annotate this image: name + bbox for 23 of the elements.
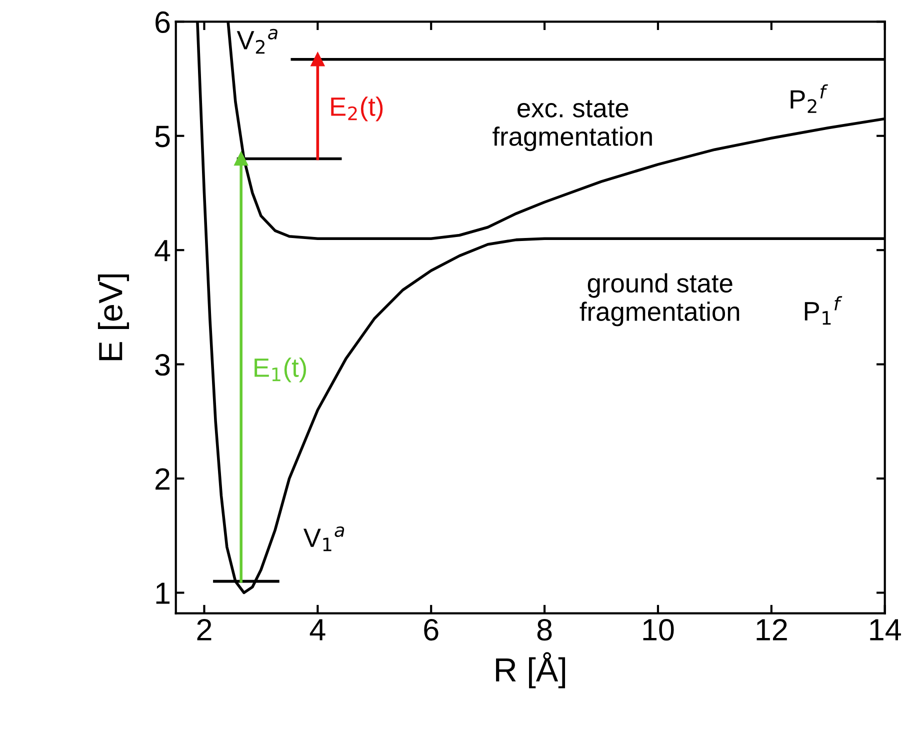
- series-label: E$_{2}$(t): [331, 96, 383, 122]
- annotation: V$_{1}$$^{a}$: [304, 526, 344, 552]
- y-tick-label: 4: [154, 240, 170, 262]
- y-tick-label: 2: [156, 468, 170, 490]
- x-tick-label: 10: [643, 618, 674, 641]
- y-tick-label: 3: [155, 354, 170, 376]
- x-tick-label: 6: [424, 618, 438, 641]
- series-label: E$_{1}$(t): [254, 358, 306, 382]
- y-tick-label: 1: [156, 582, 170, 604]
- y-tick-label: 6: [156, 11, 170, 34]
- annotation: P$_{2}$$^{f}$: [790, 84, 828, 113]
- y-axis-title: E [eV]: [98, 274, 130, 360]
- x-tick-label: 2: [197, 618, 212, 640]
- y-tick-label: 5: [155, 126, 170, 148]
- annotation: P$_{1}$$^{f}$: [804, 296, 842, 325]
- annotation: exc. state fragmentation: [492, 100, 652, 152]
- x-axis-title: R [Å]: [496, 652, 566, 688]
- x-tick-label: 8: [537, 618, 552, 641]
- x-tick-label: 12: [756, 618, 787, 640]
- x-tick-label: 4: [310, 619, 326, 640]
- x-tick-label: 14: [870, 619, 901, 640]
- annotation: V$_{2}$$^{a}$: [236, 28, 278, 54]
- annotation: ground state fragmentation: [580, 273, 740, 326]
